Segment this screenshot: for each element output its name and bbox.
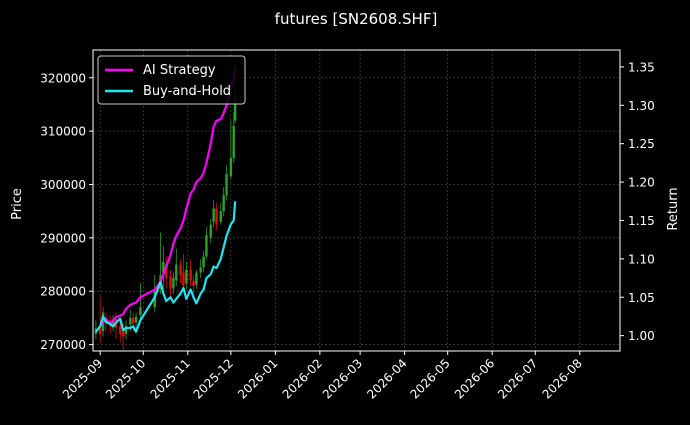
y-left-tick-label: 320000 (40, 71, 86, 85)
y-left-axis-label: Price (10, 188, 25, 220)
candle-body (219, 211, 223, 222)
candle-body (212, 208, 215, 222)
candle-body (209, 224, 212, 238)
candle-body (232, 125, 235, 158)
candle-body (169, 276, 172, 289)
y-left-tick-label: 290000 (40, 231, 86, 245)
candle-body (199, 267, 202, 273)
y-left-tick-label: 270000 (40, 338, 86, 352)
y-right-tick-label: 1.00 (628, 329, 655, 343)
candle-body (111, 320, 115, 325)
plot-frame (92, 49, 621, 352)
legend-label-buy-and-hold: Buy-and-Hold (143, 84, 231, 99)
candle-body (139, 307, 142, 316)
candle-body (134, 316, 138, 323)
candle-body (215, 208, 218, 225)
y-right-tick-label: 1.15 (628, 214, 655, 228)
candle-body (189, 269, 192, 281)
legend-label-ai-strategy: AI Strategy (143, 63, 216, 78)
candle-body (225, 173, 228, 196)
candle-body (119, 325, 122, 334)
candle-body (192, 280, 195, 286)
candle-body (165, 264, 168, 278)
candle-body (205, 235, 208, 257)
y-left-tick-label: 310000 (40, 125, 86, 139)
candle-body (132, 317, 135, 324)
candle-body (233, 99, 237, 121)
candle-body (182, 272, 185, 286)
series-line-ai-strategy (95, 66, 237, 333)
legend-frame (97, 55, 246, 105)
line-layer (95, 66, 237, 333)
y-right-axis-label: Return (666, 187, 681, 230)
y-left-tick-label: 300000 (40, 178, 86, 192)
candle-body (121, 331, 125, 337)
candle-body (175, 264, 178, 281)
candle-body (162, 261, 165, 273)
y-right-tick-label: 1.25 (628, 137, 655, 151)
candle-body (172, 277, 175, 289)
y-right-tick-label: 1.20 (628, 176, 655, 190)
candle-body (229, 157, 233, 177)
legend: AI Strategy Buy-and-Hold (97, 55, 246, 105)
candle-body (222, 195, 225, 212)
series-line-buy-and-hold (95, 201, 237, 333)
candle-body (202, 256, 205, 268)
y-right-tick-label: 1.10 (628, 252, 655, 266)
chart-title: futures [SN2608.SHF] (275, 10, 438, 28)
y-right-tick-label: 1.35 (628, 60, 655, 74)
y-left-tick-label: 280000 (40, 285, 86, 299)
candle-body (124, 325, 128, 334)
candle-body (195, 272, 198, 285)
candle-body (98, 327, 102, 334)
candle-body (179, 264, 182, 276)
y-right-tick-label: 1.05 (628, 291, 655, 305)
candle-body (129, 317, 132, 325)
y-right-tick-label: 1.30 (628, 99, 655, 113)
candle-body (185, 269, 188, 284)
